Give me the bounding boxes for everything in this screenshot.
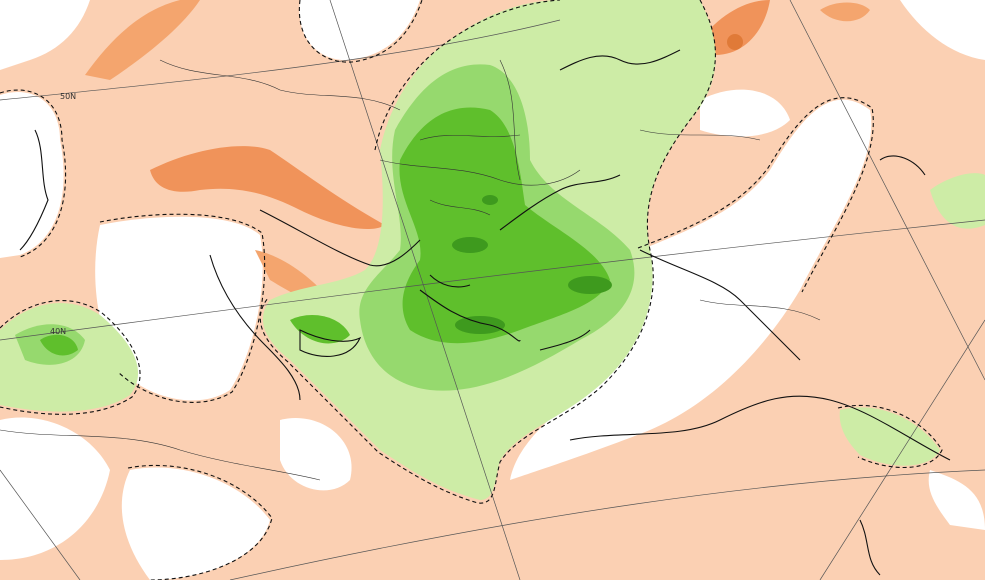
dry-areas <box>85 0 870 304</box>
latitude-label: 50N <box>60 92 76 101</box>
contours <box>0 0 943 580</box>
borders <box>0 59 821 481</box>
latitude-label: 40N <box>50 327 66 336</box>
coastlines <box>19 49 951 576</box>
wet-areas <box>0 0 985 500</box>
